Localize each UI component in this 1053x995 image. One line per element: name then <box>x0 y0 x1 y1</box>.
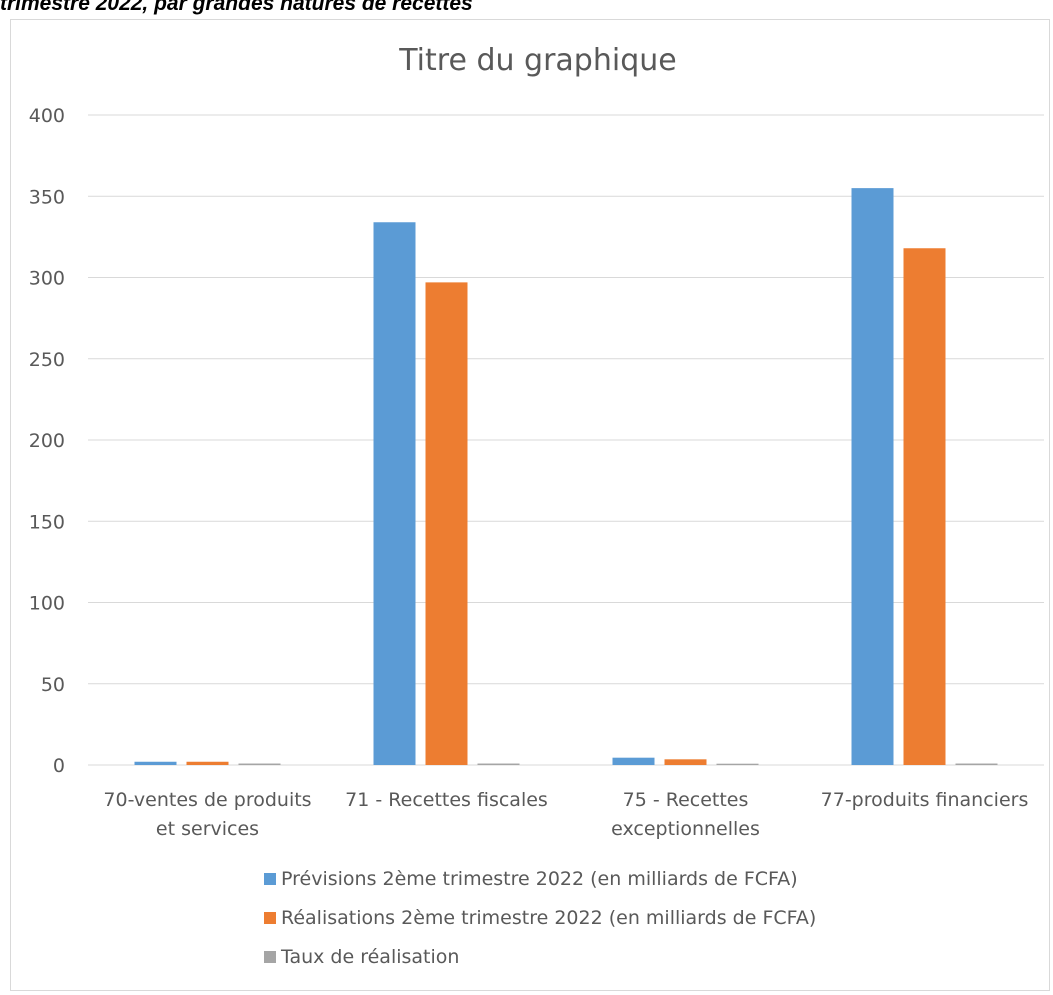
chart-title: Titre du graphique <box>398 43 676 78</box>
legend-swatch <box>264 951 276 963</box>
legend-swatch <box>264 873 276 885</box>
y-tick-label: 100 <box>29 593 65 615</box>
y-tick-label: 250 <box>29 349 65 371</box>
gridlines <box>88 114 1044 766</box>
legend-label: Réalisations 2ème trimestre 2022 (en mil… <box>281 907 816 929</box>
bar <box>716 763 759 765</box>
x-tick-label: 70-ventes de produits <box>103 789 311 811</box>
x-axis-labels: 70-ventes de produits et services 71 - Rec… <box>103 789 1028 840</box>
figure-caption: trimestre 2022, par grandes natures de r… <box>0 0 473 15</box>
bar-chart: Titre du graphique 0 50 100 150 200 250 300 350… <box>29 43 1044 968</box>
y-tick-label: 50 <box>41 674 65 696</box>
legend-label: Taux de réalisation <box>280 946 459 968</box>
x-tick-label: exceptionnelles <box>611 818 760 840</box>
bar <box>851 188 894 765</box>
y-tick-label: 350 <box>29 186 65 208</box>
legend: Prévisions 2ème trimestre 2022 (en milli… <box>264 868 816 968</box>
x-tick-label: 75 - Recettes <box>623 789 749 811</box>
chart-frame: Titre du graphique 0 50 100 150 200 250 300 350… <box>10 19 1050 991</box>
bars <box>134 188 998 765</box>
bar <box>955 763 998 765</box>
bar <box>186 761 229 765</box>
y-tick-label: 150 <box>29 511 65 533</box>
y-tick-label: 0 <box>53 755 65 777</box>
bar <box>903 248 946 765</box>
y-axis-ticks: 0 50 100 150 200 250 300 350 400 <box>29 105 65 777</box>
bar <box>477 763 520 765</box>
x-tick-label: et services <box>156 818 259 840</box>
legend-swatch <box>264 912 276 924</box>
bar <box>373 222 416 765</box>
x-tick-label: 77-produits financiers <box>821 789 1029 811</box>
y-tick-label: 400 <box>29 105 65 127</box>
x-tick-label: 71 - Recettes fiscales <box>345 789 548 811</box>
legend-label: Prévisions 2ème trimestre 2022 (en milli… <box>281 868 798 890</box>
y-tick-label: 200 <box>29 430 65 452</box>
bar <box>664 759 707 765</box>
bar <box>612 757 655 765</box>
bar <box>238 763 281 765</box>
bar <box>134 761 177 765</box>
bar <box>425 282 468 765</box>
y-tick-label: 300 <box>29 268 65 290</box>
